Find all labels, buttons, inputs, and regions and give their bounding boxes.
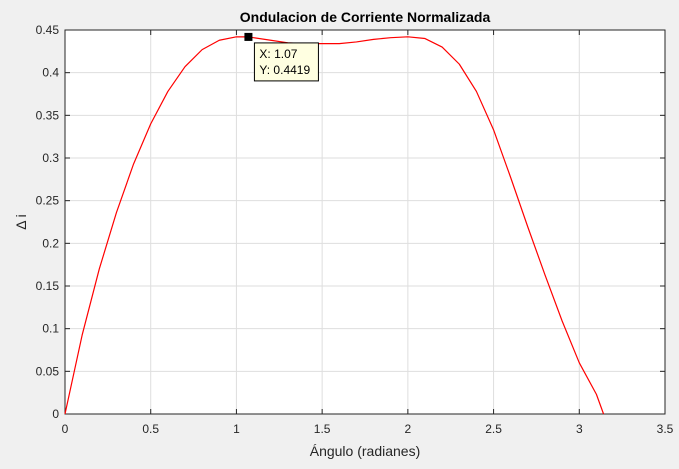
y-tick-label: 0.1 [42,322,59,336]
x-tick-label: 0 [62,422,69,436]
datatip-y-label: Y: 0.4419 [259,63,310,77]
y-tick-label: 0.3 [42,151,59,165]
x-tick-label: 3 [576,422,583,436]
y-tick-label: 0.15 [36,279,60,293]
tick-labels: 0 0.5 1 1.5 2 2.5 3 3.5 0 0.05 0.1 0.15 0.2 0.25 0.3 0.… [36,23,674,436]
x-tick-label: 2 [405,422,412,436]
y-axis-label: Δ i [13,214,29,230]
y-tick-label: 0 [52,407,59,421]
x-tick-label: 1.5 [314,422,331,436]
x-tick-label: 3.5 [657,422,674,436]
y-tick-label: 0.35 [36,108,60,122]
plot-area[interactable] [65,30,665,414]
x-tick-label: 0.5 [142,422,159,436]
y-tick-label: 0.2 [42,236,59,250]
series-line [64,36,605,415]
chart-title: Ondulacion de Corriente Normalizada [240,9,491,25]
series-group [64,36,605,415]
axes-box [64,29,666,415]
y-tick-label: 0.45 [36,23,60,37]
datatip-box [253,42,319,82]
datatip-marker[interactable] [244,32,253,41]
y-tick-label: 0.05 [36,364,60,378]
x-tick-label: 1 [233,422,240,436]
x-tick-label: 2.5 [485,422,502,436]
datatip[interactable]: X: 1.07 Y: 0.4419 [244,32,319,82]
datatip-x-label: X: 1.07 [259,47,297,61]
x-axis-label: Ángulo (radianes) [310,443,421,459]
y-tick-label: 0.25 [36,194,60,208]
y-tick-label: 0.4 [42,66,59,80]
